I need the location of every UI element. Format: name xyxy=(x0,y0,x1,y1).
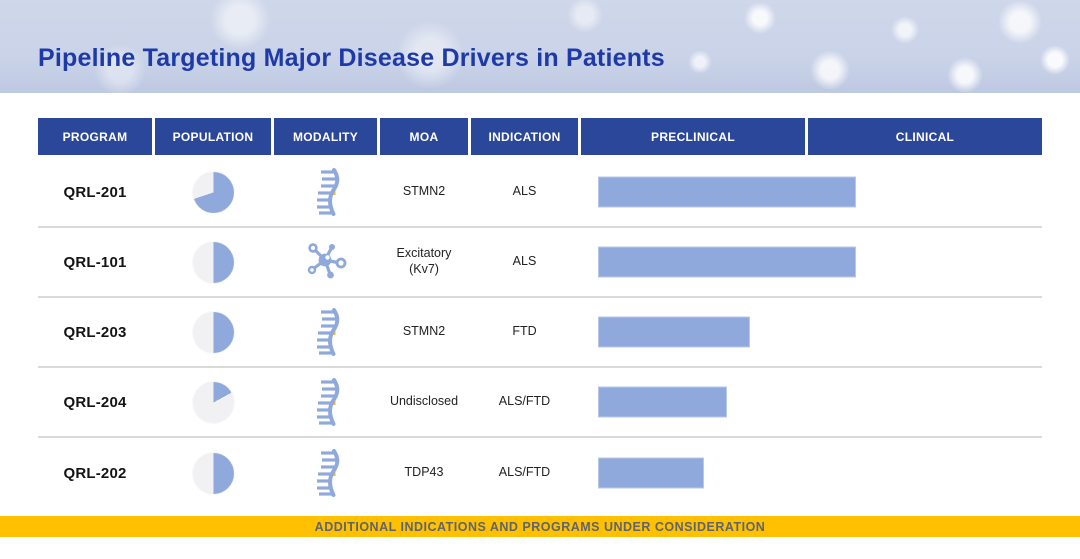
modality-cell xyxy=(274,307,377,357)
top-banner: Pipeline Targeting Major Disease Drivers… xyxy=(0,0,1080,93)
rna-strand-icon xyxy=(316,378,339,426)
moa-label: STMN2 xyxy=(402,324,446,339)
footer-label: ADDITIONAL INDICATIONS AND PROGRAMS UNDE… xyxy=(314,519,766,534)
population-pie-chart xyxy=(192,311,234,353)
population-cell xyxy=(155,241,271,283)
program-label: QRL-204 xyxy=(63,393,127,411)
program-label: QRL-202 xyxy=(63,464,127,482)
rna-strand-icon xyxy=(316,168,339,216)
rna-strand-icon xyxy=(316,449,339,497)
moa-label: TDP43 xyxy=(404,465,444,480)
population-cell xyxy=(155,311,271,353)
indication-label: FTD xyxy=(512,324,537,339)
progress-bar xyxy=(598,386,727,418)
population-cell xyxy=(155,381,271,423)
population-pie-chart xyxy=(192,452,234,494)
progress-bar xyxy=(598,246,856,278)
column-header-population: POPULATION xyxy=(155,118,271,155)
rna-strand-icon xyxy=(316,308,339,356)
modality-cell xyxy=(274,448,377,498)
table-row: QRL-201 STMN2 ALS xyxy=(38,158,1042,228)
table-row: QRL-101 Excitatory (Kv7) ALS xyxy=(38,228,1042,298)
table-row: QRL-204 Undisclosed ALS/FTD xyxy=(38,368,1042,438)
page-title: Pipeline Targeting Major Disease Drivers… xyxy=(38,44,665,72)
column-header-indication: INDICATION xyxy=(471,118,578,155)
pipeline-table: PROGRAM POPULATION MODALITY MOA INDICATION PR… xyxy=(38,118,1042,508)
modality-cell xyxy=(274,167,377,217)
table-header-row: PROGRAM POPULATION MODALITY MOA INDICATION PR… xyxy=(38,118,1042,155)
footer-banner: ADDITIONAL INDICATIONS AND PROGRAMS UNDE… xyxy=(0,516,1080,537)
moa-label: Undisclosed xyxy=(389,394,459,409)
table-body: QRL-201 STMN2 ALS QRL-101 xyxy=(38,158,1042,508)
population-cell xyxy=(155,452,271,494)
column-header-preclinical: PRECLINICAL xyxy=(581,118,805,155)
population-pie-chart xyxy=(192,171,234,213)
column-header-program: PROGRAM xyxy=(38,118,152,155)
program-label: QRL-203 xyxy=(63,323,127,341)
indication-label: ALS xyxy=(512,254,537,269)
moa-label: STMN2 xyxy=(402,184,446,199)
program-label: QRL-201 xyxy=(63,183,127,201)
indication-label: ALS/FTD xyxy=(498,465,551,480)
progress-bar xyxy=(598,176,856,208)
molecule-icon xyxy=(307,243,346,279)
table-row: QRL-202 TDP43 ALS/FTD xyxy=(38,438,1042,508)
progress-bar xyxy=(598,316,750,348)
modality-cell xyxy=(274,377,377,427)
table-row: QRL-203 STMN2 FTD xyxy=(38,298,1042,368)
indication-label: ALS xyxy=(512,184,537,199)
population-pie-chart xyxy=(192,381,234,423)
moa-label: Excitatory (Kv7) xyxy=(396,246,452,276)
column-header-modality: MODALITY xyxy=(274,118,377,155)
column-header-moa: MOA xyxy=(380,118,468,155)
population-cell xyxy=(155,171,271,213)
column-header-clinical: CLINICAL xyxy=(808,118,1042,155)
program-label: QRL-101 xyxy=(63,253,127,271)
modality-cell xyxy=(274,241,377,283)
indication-label: ALS/FTD xyxy=(498,394,551,409)
population-pie-chart xyxy=(192,241,234,283)
progress-bar xyxy=(598,457,704,489)
